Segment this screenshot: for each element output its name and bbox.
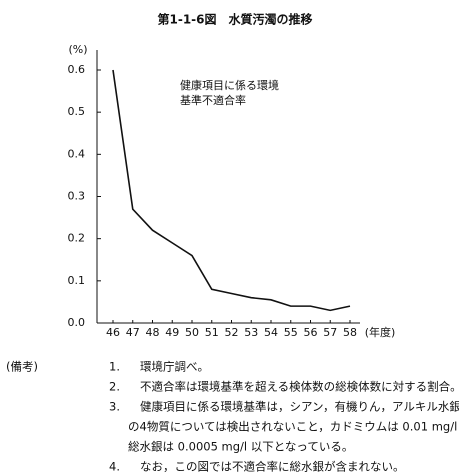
note-text: 健康項目に係る環境基準は，シアン，有機りん，アルキル水銀，PCB [140, 400, 459, 414]
x-tick-label: 55 [284, 326, 298, 339]
x-tick-label: 57 [323, 326, 337, 339]
x-tick-label: 56 [304, 326, 318, 339]
x-tick-label: 47 [126, 326, 140, 339]
note-text: なお，この図では不適合率に総水銀が含まれない。 [140, 460, 405, 474]
x-tick-label: 53 [244, 326, 258, 339]
x-tick-label: 48 [146, 326, 160, 339]
notes-label: (備考) [6, 360, 38, 374]
x-tick-label: 46 [106, 326, 120, 339]
note-text: 総水銀は 0.0005 mg/l 以下となっている。 [128, 440, 353, 454]
annotation: 健康項目に係る環境 [180, 78, 279, 92]
x-tick-label: 50 [185, 326, 199, 339]
y-unit: (%) [68, 43, 87, 56]
chart-title: 第1-1-6図 水質汚濁の推移 [157, 12, 312, 27]
x-tick-label: 58 [343, 326, 357, 339]
y-tick-label: 0.6 [68, 63, 86, 76]
y-tick-label: 0.5 [68, 105, 86, 118]
note-number: 4. [109, 460, 120, 474]
y-tick-label: 0.1 [68, 274, 86, 287]
y-tick-label: 0.3 [68, 190, 86, 203]
y-tick-label: 0.0 [68, 316, 86, 329]
x-tick-label: 49 [165, 326, 179, 339]
x-unit: (年度) [365, 325, 396, 339]
note-text: の4物質については検出されないこと，カドミウムは 0.01 mg/l 以下， [128, 420, 459, 434]
data-line [112, 69, 351, 312]
note-number: 3. [109, 400, 120, 414]
annotation: 基準不適合率 [180, 93, 246, 107]
note-text: 環境庁調べ。 [140, 360, 209, 374]
x-tick-label: 52 [225, 326, 239, 339]
y-tick-label: 0.4 [68, 147, 86, 160]
x-tick-label: 54 [264, 326, 278, 339]
note-text: 不適合率は環境基準を超える検体数の総検体数に対する割合。 [140, 380, 459, 394]
y-tick-label: 0.2 [68, 232, 86, 245]
note-number: 1. [109, 360, 120, 374]
note-number: 2. [109, 380, 120, 394]
x-tick-label: 51 [205, 326, 219, 339]
